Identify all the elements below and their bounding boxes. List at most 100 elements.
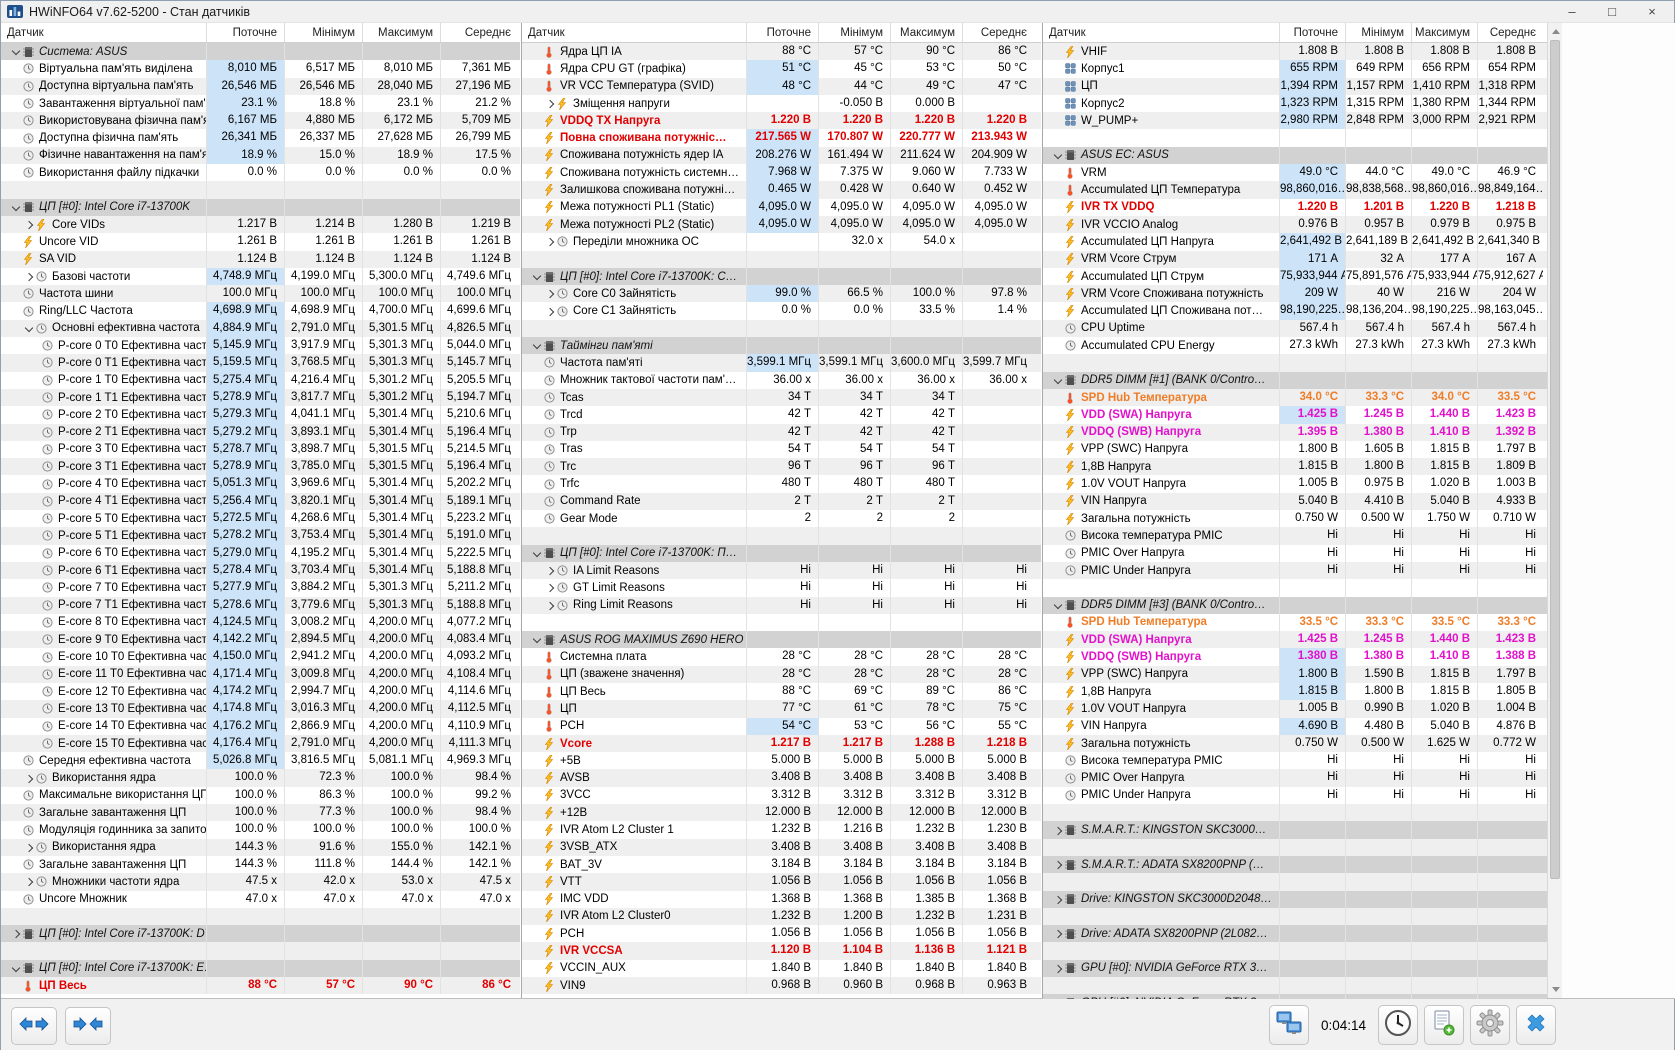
expand-chevron-icon[interactable]	[1051, 149, 1064, 162]
expand-chevron-icon[interactable]	[22, 841, 35, 854]
expand-chevron-icon[interactable]	[22, 218, 35, 231]
sensor-row[interactable]: Ring Limit Reasons Hi Hi Hi Hi	[522, 596, 1041, 614]
sensor-row[interactable]: E-core 14 T0 Ефективна час… 4,176.2 МГц 2,…	[1, 717, 520, 735]
sensor-row[interactable]: IVR VCCIO Analog 0.976 В 0.957 В 0.979 В 0.9…	[1043, 215, 1547, 234]
expand-chevron-icon[interactable]	[9, 201, 22, 214]
sensor-row[interactable]: Модуляція годинника за запитом 100.0 % 100…	[1, 821, 520, 839]
sensor-row[interactable]: Зміщення напруги -0.050 В 0.000 В	[522, 94, 1041, 113]
expand-chevron-icon[interactable]	[1051, 374, 1064, 387]
vertical-scrollbar[interactable]	[1547, 23, 1562, 998]
sensor-row[interactable]: P-core 1 T0 Ефективна част… 5,275.4 МГц 4,…	[1, 371, 520, 389]
sensor-row[interactable]: VIN Напруга 5.040 В 4.410 В 5.040 В 4.933 В	[1043, 492, 1547, 511]
group-row[interactable]: Система: ASUS	[1, 43, 520, 61]
sensor-row[interactable]: Ядра ЦП IA 88 °C 57 °C 90 °C 86 °C	[522, 43, 1041, 61]
sensor-row[interactable]: VRM Vcore Струм 171 А 32 А 177 А 167 А	[1043, 250, 1547, 268]
expand-chevron-icon[interactable]	[543, 564, 556, 577]
sensor-row[interactable]: Accumulated ЦП Струм 75,933,944 А 75,891,5…	[1043, 267, 1547, 286]
group-row[interactable]: S.M.A.R.T.: ADATA SX8200PNP (…	[1043, 855, 1547, 874]
sensor-row[interactable]: Доступна віртуальна пам'ять 26,546 МБ 26,5…	[1, 77, 520, 95]
sensor-row[interactable]: VDD (SWA) Напруга 1.425 В 1.245 В 1.440 В 1.…	[1043, 631, 1547, 649]
sensor-row[interactable]: Залишкова споживана потужні… 0.465 W 0.428…	[522, 181, 1041, 199]
minimize-button[interactable]: –	[1568, 4, 1576, 19]
expand-chevron-icon[interactable]	[543, 287, 556, 300]
sensor-row[interactable]: Accumulated CPU Energy 27.3 kWh 27.3 kWh 27…	[1043, 337, 1547, 355]
group-row[interactable]: ЦП [#0]: Intel Core i7-13700K: DTS	[1, 925, 520, 943]
sensor-row[interactable]: IVR VCCSA 1.120 В 1.104 В 1.136 В 1.121 В	[522, 942, 1041, 960]
expand-chevron-icon[interactable]	[1051, 858, 1064, 871]
sensor-row[interactable]: Фізичне навантаження на пам'ять 18.9 % 15.…	[1, 146, 520, 165]
column-header[interactable]: Максимум	[890, 23, 962, 42]
sensor-row[interactable]: 1,8В Напруга 1.815 В 1.800 В 1.815 В 1.805 В	[1043, 682, 1547, 701]
sensor-row[interactable]: ЦП 77 °C 61 °C 78 °C 75 °C	[522, 700, 1041, 718]
expand-chevron-icon[interactable]	[9, 927, 22, 940]
sensor-row[interactable]: Середня ефективна частота 5,026.8 МГц 3,81…	[1, 752, 520, 770]
expand-chevron-icon[interactable]	[22, 875, 35, 888]
sensor-row[interactable]: AVSB 3.408 В 3.408 В 3.408 В 3.408 В	[522, 769, 1041, 787]
sensor-row[interactable]: E-core 12 T0 Ефективна час… 4,174.2 МГц 2,…	[1, 682, 520, 701]
column-header[interactable]: Мінімум	[1345, 23, 1411, 42]
expand-chevron-icon[interactable]	[543, 235, 556, 248]
expand-chevron-icon[interactable]	[22, 322, 35, 335]
column-header-sensor[interactable]: Датчик	[528, 26, 565, 39]
sensor-row[interactable]: +12В 12.000 В 12.000 В 12.000 В 12.000 В	[522, 804, 1041, 822]
column-header[interactable]: Максимум	[362, 23, 440, 42]
expand-columns-button[interactable]	[11, 1007, 57, 1045]
expand-chevron-icon[interactable]	[22, 270, 35, 283]
sensor-row[interactable]: Загальна потужність 0.750 W 0.500 W 1.750 W…	[1043, 510, 1547, 528]
sensor-row[interactable]: P-core 3 T1 Ефективна част… 5,278.9 МГц 3,…	[1, 458, 520, 476]
expand-chevron-icon[interactable]	[543, 599, 556, 612]
expand-chevron-icon[interactable]	[1051, 599, 1064, 612]
collapse-columns-button[interactable]	[65, 1007, 111, 1045]
expand-chevron-icon[interactable]	[1051, 927, 1064, 940]
report-button[interactable]	[1424, 1005, 1464, 1045]
sensor-row[interactable]: Core C1 Зайнятість 0.0 % 0.0 % 33.5 % 1.4 %	[522, 302, 1041, 320]
group-row[interactable]: ЦП [#0]: Intel Core i7-13700K: П…	[522, 544, 1041, 562]
sensor-row[interactable]: P-core 1 T1 Ефективна част… 5,278.9 МГц 3,…	[1, 388, 520, 407]
sensor-row[interactable]: Споживана потужність ядер IA 208.276 W 161…	[522, 146, 1041, 165]
sensor-row[interactable]: Trc 96 Т 96 Т 96 Т	[522, 458, 1041, 476]
scrollbar-thumb[interactable]	[1550, 40, 1560, 879]
group-row[interactable]: GPU [#0]: NVIDIA GeForce RTX 3…	[1043, 959, 1547, 978]
sensor-row[interactable]: Використання ядра 144.3 % 91.6 % 155.0 % 142…	[1, 838, 520, 856]
sensor-row[interactable]: 3VSB_ATX 3.408 В 3.408 В 3.408 В 3.408 В	[522, 838, 1041, 856]
sensor-row[interactable]: P-core 2 T0 Ефективна част… 5,279.3 МГц 4,…	[1, 406, 520, 424]
sensor-row[interactable]: 1,8В Напруга 1.815 В 1.800 В 1.815 В 1.809 В	[1043, 458, 1547, 476]
sensor-row[interactable]: Vcore 1.217 В 1.217 В 1.288 В 1.218 В	[522, 734, 1041, 753]
sensor-row[interactable]: Переділи множника ОС 32.0 x 54.0 x	[522, 233, 1041, 251]
sensor-row[interactable]: SA VID 1.124 В 1.124 В 1.124 В 1.124 В	[1, 250, 520, 268]
sensor-row[interactable]: Загальна потужність 0.750 W 0.500 W 1.625 W…	[1043, 734, 1547, 753]
sensor-row[interactable]: VIN9 0.968 В 0.960 В 0.968 В 0.963 В	[522, 977, 1041, 995]
sensor-row[interactable]: Accumulated ЦП Температура 98,860,016… 98,…	[1043, 181, 1547, 199]
sensor-row[interactable]: P-core 7 T0 Ефективна част… 5,277.9 МГц 3,…	[1, 579, 520, 597]
sensor-row[interactable]: SPD Hub Температура 34.0 °C 33.3 °C 34.0 °C…	[1043, 388, 1547, 407]
settings-gear-button[interactable]	[1470, 1005, 1510, 1045]
sensor-row[interactable]: VPP (SWC) Напруга 1.800 В 1.605 В 1.815 В 1.…	[1043, 440, 1547, 459]
column-header[interactable]: Середнє	[962, 23, 1034, 42]
sensor-row[interactable]: Core VIDs 1.217 В 1.214 В 1.280 В 1.219 В	[1, 215, 520, 234]
sensor-row[interactable]: P-core 4 T1 Ефективна част… 5,256.4 МГц 3,…	[1, 492, 520, 511]
sensor-row[interactable]: E-core 11 T0 Ефективна час… 4,171.4 МГц 3,…	[1, 665, 520, 683]
sensor-row[interactable]: 1.0V VOUT Напруга 1.005 В 0.975 В 1.020 В 1.…	[1043, 475, 1547, 493]
sensor-row[interactable]: ЦП 1,394 RPM 1,157 RPM 1,410 RPM 1,318 RPM	[1043, 77, 1547, 95]
sensor-row[interactable]: Trfc 480 Т 480 Т 480 Т	[522, 475, 1041, 493]
sensor-row[interactable]: E-core 10 T0 Ефективна час… 4,150.0 МГц 2,…	[1, 648, 520, 666]
sensor-row[interactable]: Висока температура PMIC Hi Hi Hi Hi	[1043, 527, 1547, 545]
column-header-sensor[interactable]: Датчик	[7, 26, 44, 39]
sensor-row[interactable]: Споживана потужність системн… 7.968 W 7.37…	[522, 164, 1041, 182]
sensor-row[interactable]: Корпус2 1,323 RPM 1,315 RPM 1,380 RPM 1,344 …	[1043, 94, 1547, 113]
sensor-row[interactable]: P-core 0 T0 Ефективна част… 5,145.9 МГц 3,…	[1, 337, 520, 355]
sensor-row[interactable]: Accumulated ЦП Споживана пот… 98,190,225……	[1043, 302, 1547, 320]
remote-monitoring-button[interactable]	[1268, 1005, 1309, 1045]
sensor-row[interactable]: Загальне завантаження ЦП 100.0 % 77.3 % 100…	[1, 804, 520, 822]
sensor-row[interactable]: 1.0V VOUT Напруга 1.005 В 0.990 В 1.020 В 1.…	[1043, 700, 1547, 718]
group-row[interactable]: S.M.A.R.T.: KINGSTON SKC3000…	[1043, 821, 1547, 839]
maximize-button[interactable]: □	[1608, 4, 1616, 19]
sensor-row[interactable]: Використовувана фізична пам'ять 6,167 МБ 4…	[1, 112, 520, 130]
column-header[interactable]: Мінімум	[284, 23, 362, 42]
sensor-row[interactable]: Частота пам'яті 3,599.1 МГц 3,599.1 МГц 3,6…	[522, 354, 1041, 372]
sensor-row[interactable]: PCH 1.056 В 1.056 В 1.056 В 1.056 В	[522, 925, 1041, 943]
sensor-row[interactable]: VTT 1.056 В 1.056 В 1.056 В 1.056 В	[522, 873, 1041, 891]
sensor-row[interactable]: Висока температура PMIC Hi Hi Hi Hi	[1043, 752, 1547, 770]
column-header[interactable]: Максимум	[1411, 23, 1477, 42]
expand-chevron-icon[interactable]	[1051, 893, 1064, 906]
